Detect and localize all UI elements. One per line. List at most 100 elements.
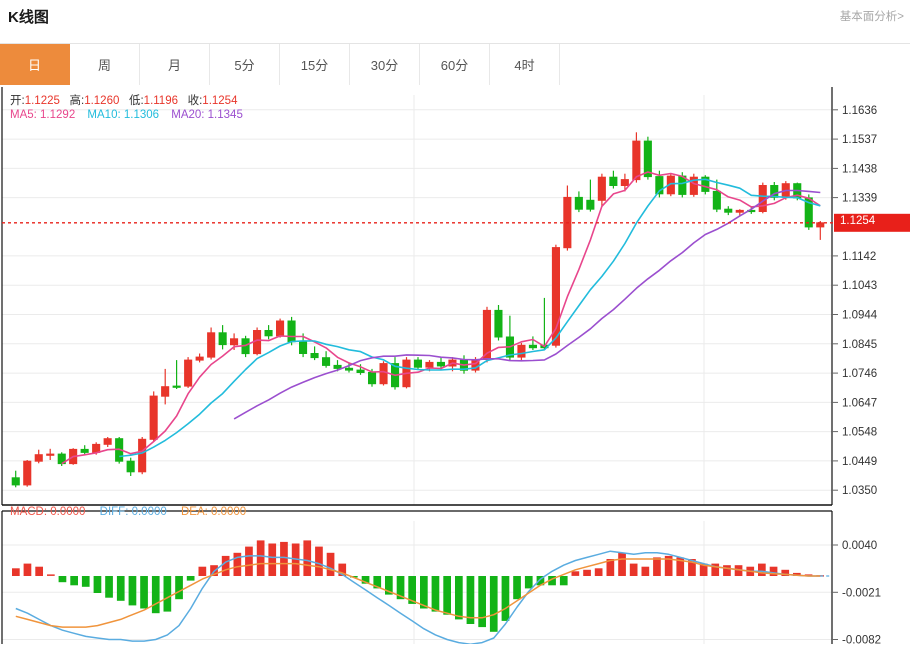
macd-histogram-bar: [373, 576, 382, 589]
candle-body: [379, 363, 388, 385]
low-value: 1.1196: [143, 95, 178, 107]
high-label: 高:: [69, 95, 85, 107]
current-price-badge: [834, 213, 910, 232]
macd-value-legend: MACD: 0.0000: [10, 506, 86, 518]
timeframe-tab-1[interactable]: 周: [70, 44, 140, 85]
price-axis-label: 1.1537: [842, 134, 877, 146]
candle-body: [23, 460, 32, 486]
ohlc-legend: 开:1.1225 高:1.1260 低:1.1196 收:1.1254: [10, 92, 237, 108]
candle-body: [425, 361, 434, 368]
macd-histogram-bar: [769, 566, 778, 576]
macd-histogram-bar: [151, 576, 160, 614]
candle-body: [218, 332, 227, 346]
candle-body: [276, 320, 285, 337]
macd-histogram-bar: [385, 576, 393, 595]
macd-histogram-bar: [70, 576, 78, 586]
candle-body: [80, 448, 89, 453]
close-label: 收:: [187, 95, 203, 107]
macd-axis-label: -0.0082: [842, 635, 881, 645]
chart-area[interactable]: 1.1636 1.1537 1.1438 1.1339 1.1142 1.1043 1.09…: [0, 85, 910, 644]
price-axis-label: 1.0845: [842, 339, 877, 351]
macd-histogram-bar: [478, 576, 486, 628]
macd-histogram-bar: [688, 559, 696, 576]
timeframe-tab-0[interactable]: 日: [0, 44, 70, 85]
macd-axis-label: 0.0040: [842, 540, 877, 552]
macd-histogram-bar: [116, 576, 125, 601]
macd-histogram-bar: [513, 576, 521, 600]
macd-histogram-bar: [93, 576, 102, 593]
candle-body: [138, 438, 147, 473]
timeframe-tabbar: 日周月 5分 15分 30分 60分 4时: [0, 44, 910, 85]
macd-histogram-bar: [443, 576, 451, 615]
macd-histogram-bar: [268, 543, 277, 576]
candle-body: [207, 332, 216, 358]
macd-histogram-bar: [758, 563, 766, 576]
ma20-legend: MA20: 1.1345: [171, 109, 243, 121]
macd-histogram-bar: [501, 576, 510, 621]
price-axis-label: 1.1636: [842, 105, 877, 117]
timeframe-tab-5[interactable]: 30分: [350, 44, 420, 85]
macd-histogram-bar: [326, 552, 335, 576]
open-label: 开:: [10, 95, 25, 107]
candle-body: [689, 176, 698, 195]
timeframe-tab-3[interactable]: 5分: [210, 44, 280, 85]
open-value: 1.1225: [24, 95, 60, 107]
macd-histogram-bar: [175, 576, 183, 600]
candle-body: [712, 190, 721, 210]
candle-body: [345, 367, 354, 371]
candle-body: [551, 247, 561, 346]
close-value: 1.1254: [202, 95, 238, 107]
timeframe-tab-7[interactable]: 4时: [490, 44, 560, 85]
candle-body: [46, 453, 55, 456]
candle-body: [310, 353, 319, 359]
candle-body: [517, 344, 526, 358]
candle-body: [230, 338, 239, 346]
candle-body: [126, 460, 135, 473]
macd-histogram-bar: [256, 540, 265, 576]
price-axis-label: 1.0647: [842, 397, 877, 409]
macd-histogram-bar: [699, 563, 708, 576]
high-value: 1.1260: [84, 95, 120, 107]
candle-body: [620, 179, 629, 186]
candle-body: [322, 357, 331, 366]
timeframe-tab-2[interactable]: 月: [140, 44, 210, 85]
candle-body: [299, 341, 308, 355]
candle-body: [172, 385, 181, 388]
candle-body: [528, 344, 538, 349]
candle-body: [287, 320, 296, 343]
candle-body: [368, 372, 377, 385]
timeframe-tab-4[interactable]: 15分: [280, 44, 350, 85]
macd-histogram-bar: [606, 559, 615, 576]
macd-histogram-bar: [396, 576, 405, 600]
dea-value-legend: DEA: 0.0000: [180, 506, 247, 518]
candle-body: [195, 356, 204, 361]
candle-body: [494, 309, 503, 338]
macd-histogram-bar: [641, 566, 650, 576]
macd-histogram-bar: [524, 576, 533, 589]
macd-histogram-bar: [23, 563, 32, 576]
macd-histogram-bar: [653, 557, 661, 576]
macd-histogram-bar: [233, 552, 242, 576]
ma5-legend: MA5: 1.1292: [10, 109, 76, 121]
fundamental-analysis-link[interactable]: 基本面分析>: [839, 11, 904, 23]
candle-body: [586, 199, 595, 210]
macd-histogram-bar: [338, 563, 347, 576]
macd-histogram-bar: [664, 555, 673, 576]
ma10-legend: MA10: 1.1306: [87, 109, 160, 121]
macd-line-dea: [15, 558, 821, 628]
candle-body: [34, 454, 43, 462]
candle-body: [574, 196, 583, 210]
macd-histogram-bar: [559, 576, 568, 586]
price-axis-label: 1.0350: [842, 485, 877, 497]
ma-line-ma10: [119, 178, 821, 458]
macd-histogram-bar: [431, 576, 440, 612]
candle-body: [413, 359, 422, 368]
tabbar-filler: [560, 44, 910, 85]
kline-chart-svg[interactable]: 1.1636 1.1537 1.1438 1.1339 1.1142 1.1043 1.09…: [0, 85, 910, 644]
ma-line-ma5: [61, 171, 821, 465]
timeframe-tab-6[interactable]: 60分: [420, 44, 490, 85]
macd-histogram-bar: [629, 563, 638, 576]
price-axis-label: 1.1339: [842, 193, 877, 205]
macd-histogram-bar: [466, 576, 475, 624]
macd-histogram-bar: [35, 566, 43, 576]
